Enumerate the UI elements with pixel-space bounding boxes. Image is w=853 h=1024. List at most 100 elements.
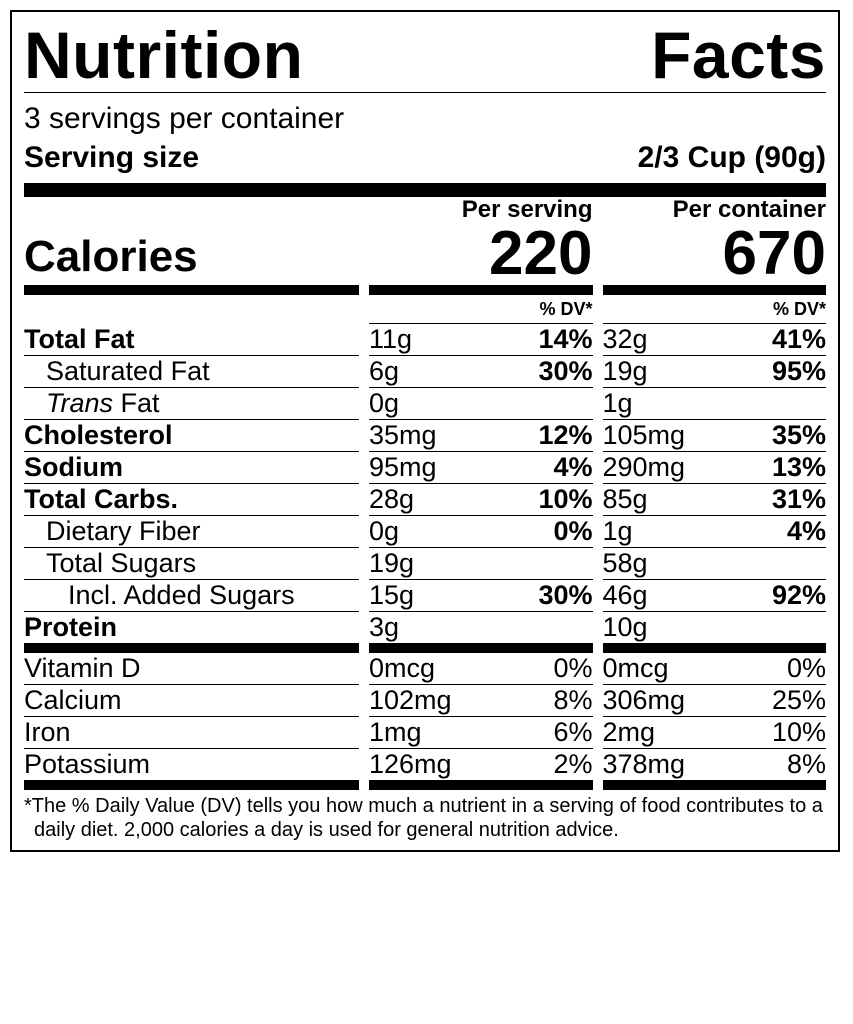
amount: 126mg — [369, 751, 452, 778]
daily-value: 8% — [553, 687, 592, 714]
dv-header-serving: % DV* — [369, 295, 593, 324]
per-serving-value: 95mg 4% — [369, 452, 593, 484]
divider-bar — [24, 780, 826, 790]
nutrient-row: Iron 1mg 6% 2mg10% — [24, 717, 826, 749]
amount: 28g — [369, 486, 414, 513]
amount: 1g — [603, 518, 633, 545]
amount: 105mg — [603, 422, 686, 449]
nutrient-row: Potassium 126mg2% 378mg 8% — [24, 749, 826, 780]
amount: 32g — [603, 326, 648, 353]
per-container-value: 2mg10% — [603, 717, 827, 749]
per-container-value: 1g4% — [603, 516, 827, 548]
daily-value: 92% — [772, 582, 826, 609]
daily-value: 4% — [553, 454, 592, 481]
nutrient-name: Potassium — [24, 749, 359, 780]
nutrient-name: Saturated Fat — [24, 356, 359, 388]
amount: 0mcg — [369, 655, 435, 682]
per-serving-value: 0g 0% — [369, 516, 593, 548]
daily-value: 0% — [787, 655, 826, 682]
daily-value: 10% — [538, 486, 592, 513]
nutrient-name: Trans Fat — [24, 388, 359, 420]
daily-value: 12% — [538, 422, 592, 449]
calories-header-row: Calories Per serving 220 Per container 6… — [24, 197, 826, 285]
per-serving-value: 1mg 6% — [369, 717, 593, 749]
micro-nutrients-section: Vitamin D0mcg0%0mcg0%Calcium102mg8%306mg… — [24, 653, 826, 780]
amount: 6g — [369, 358, 399, 385]
serving-size-row: Serving size 2/3 Cup (90g) — [24, 138, 826, 197]
per-container-value: 0mcg 0% — [603, 653, 827, 685]
amount: 1mg — [369, 719, 422, 746]
nutrient-name: Dietary Fiber — [24, 516, 359, 548]
amount: 3g — [369, 614, 399, 641]
per-serving-value: 0mcg 0% — [369, 653, 593, 685]
amount: 11g — [369, 326, 412, 353]
amount: 19g — [369, 550, 414, 577]
nutrient-name: Cholesterol — [24, 420, 359, 452]
daily-value: 95% — [772, 358, 826, 385]
per-container-col: Per container 670 — [603, 197, 827, 285]
daily-value: 41% — [772, 326, 826, 353]
nutrient-name: Sodium — [24, 452, 359, 484]
label-title: Nutrition Facts — [24, 22, 826, 93]
daily-value: 31% — [772, 486, 826, 513]
nutrient-name: Total Fat — [24, 324, 359, 356]
per-container-value: 58g — [603, 548, 827, 580]
nutrient-row: Total Fat 11g 14% 32g 41% — [24, 324, 826, 356]
daily-value: 6% — [553, 719, 592, 746]
nutrient-row: Trans Fat 0g 1g — [24, 388, 826, 420]
per-serving-value: 0g — [369, 388, 593, 420]
calories-per-serving: 220 — [369, 223, 593, 285]
amount: 290mg — [603, 454, 686, 481]
amount: 85g — [603, 486, 648, 513]
per-container-value: 32g 41% — [603, 324, 827, 356]
daily-value: 0% — [553, 655, 592, 682]
amount: 378mg — [603, 751, 686, 778]
per-container-value: 85g 31% — [603, 484, 827, 516]
per-container-value: 378mg 8% — [603, 749, 827, 780]
per-serving-value: 19g — [369, 548, 593, 580]
amount: 10g — [603, 614, 648, 641]
amount: 2mg — [603, 719, 656, 746]
nutrient-row: Cholesterol35mg12%105mg35% — [24, 420, 826, 452]
per-container-value: 10g — [603, 612, 827, 643]
dv-header-row: % DV* % DV* — [24, 295, 826, 324]
amount: 0mcg — [603, 655, 669, 682]
main-nutrients-section: Total Fat11g14%32g41%Saturated Fat6g30%1… — [24, 324, 826, 643]
per-serving-col: Per serving 220 — [369, 197, 593, 285]
divider-bar — [24, 643, 826, 653]
nutrient-row: Calcium102mg8%306mg25% — [24, 685, 826, 717]
nutrient-row: Protein 3g 10g — [24, 612, 826, 643]
daily-value: 25% — [772, 687, 826, 714]
daily-value: 35% — [772, 422, 826, 449]
amount: 58g — [603, 550, 648, 577]
nutrient-name: Total Carbs. — [24, 484, 359, 516]
amount: 0g — [369, 518, 399, 545]
amount: 1g — [603, 390, 633, 417]
amount: 102mg — [369, 687, 452, 714]
daily-value: 13% — [772, 454, 826, 481]
nutrient-name: Iron — [24, 717, 359, 749]
daily-value: 14% — [538, 326, 592, 353]
per-container-value: 290mg 13% — [603, 452, 827, 484]
nutrient-name: Total Sugars — [24, 548, 359, 580]
nutrient-name: Calcium — [24, 685, 359, 717]
nutrient-name: Incl. Added Sugars — [24, 580, 359, 612]
per-serving-value: 15g 30% — [369, 580, 593, 612]
daily-value: 30% — [538, 582, 592, 609]
divider-bar — [24, 285, 826, 295]
serving-size-label: Serving size — [24, 138, 199, 177]
per-serving-value: 3g — [369, 612, 593, 643]
per-container-value: 46g 92% — [603, 580, 827, 612]
nutrient-row: Saturated Fat6g30%19g95% — [24, 356, 826, 388]
amount: 15g — [369, 582, 414, 609]
calories-label: Calories — [24, 235, 359, 285]
amount: 46g — [603, 582, 648, 609]
daily-value: 0% — [553, 518, 592, 545]
per-serving-value: 126mg2% — [369, 749, 593, 780]
amount: 95mg — [369, 454, 437, 481]
daily-value: 8% — [787, 751, 826, 778]
nutrient-name: Protein — [24, 612, 359, 643]
nutrition-label: Nutrition Facts 3 servings per container… — [10, 10, 840, 852]
nutrient-name: Vitamin D — [24, 653, 359, 685]
amount: 19g — [603, 358, 648, 385]
